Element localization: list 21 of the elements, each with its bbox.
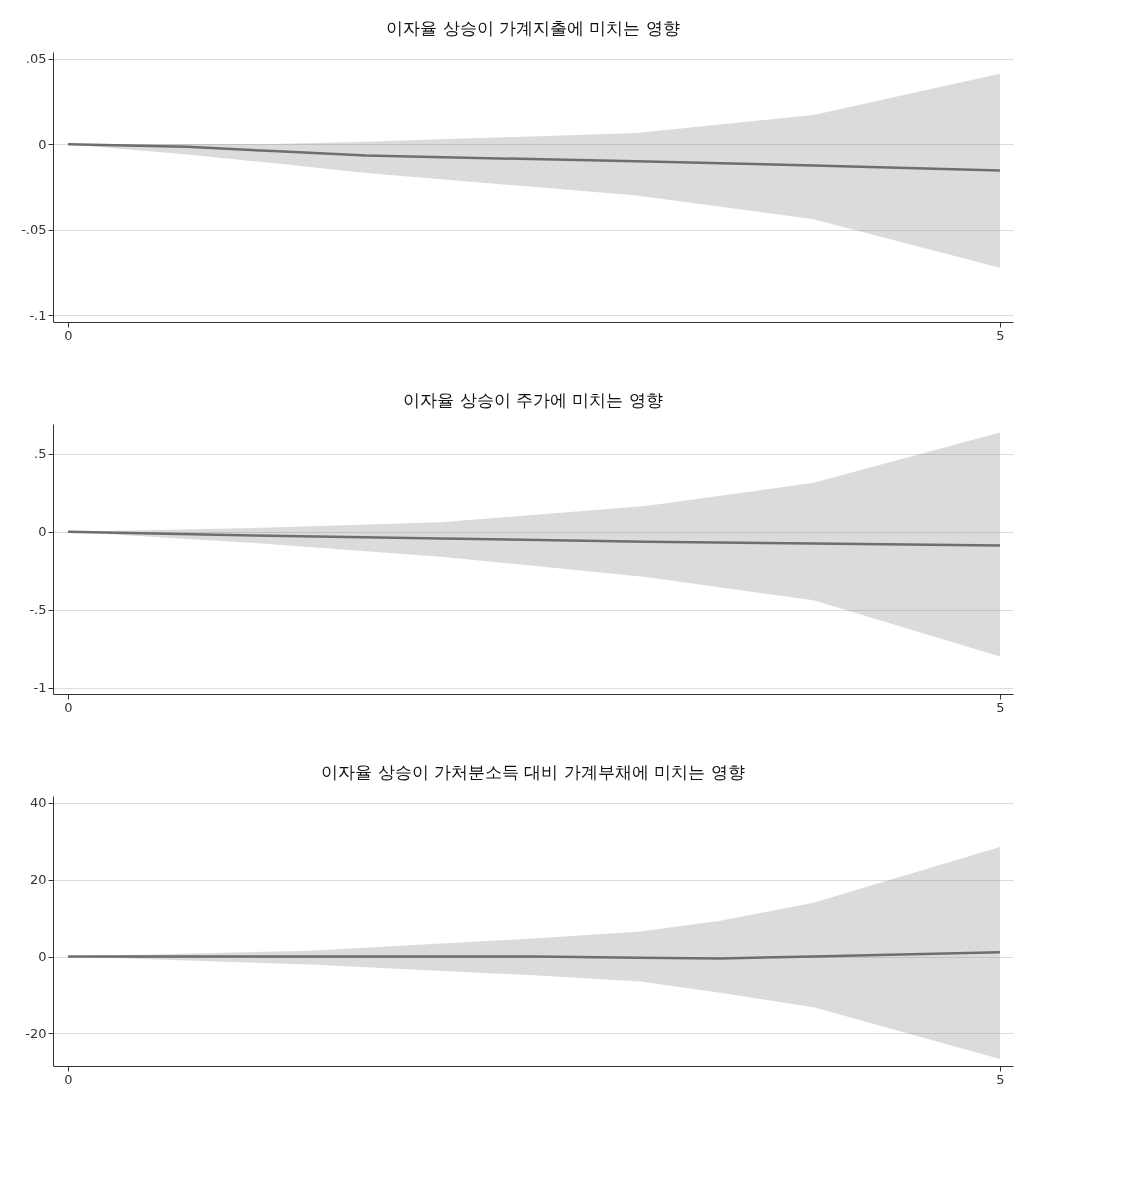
chart-title: 이자율 상승이 가계지출에 미치는 영향: [386, 18, 680, 38]
y-tick-label: -.5: [29, 602, 47, 618]
y-tick-label: 40: [29, 795, 47, 811]
x-tick-label: 5: [996, 327, 1005, 343]
line-series: [66, 530, 1002, 547]
line-series: [66, 951, 1002, 960]
y-tick-label: .5: [34, 446, 47, 462]
line-series: [66, 143, 1002, 172]
y-tick-label: 0: [38, 949, 47, 965]
chart-title: 이자율 상승이 주가에 미치는 영향: [403, 390, 663, 410]
x-tick-label: 5: [996, 699, 1005, 715]
y-tick-label: -20: [25, 1025, 47, 1041]
x-tick-label: 5: [996, 1071, 1005, 1087]
y-tick-label: .05: [25, 51, 47, 67]
y-tick-label: -.1: [29, 307, 47, 323]
y-tick-label: 0: [38, 136, 47, 152]
y-tick-label: 0: [38, 524, 47, 540]
chart-title: 이자율 상승이 가처분소득 대비 가계부채에 미치는 영향: [321, 762, 745, 782]
y-tick-label: 20: [29, 872, 47, 888]
y-tick-label: -1: [33, 680, 47, 696]
y-tick-label: -.05: [21, 222, 47, 238]
